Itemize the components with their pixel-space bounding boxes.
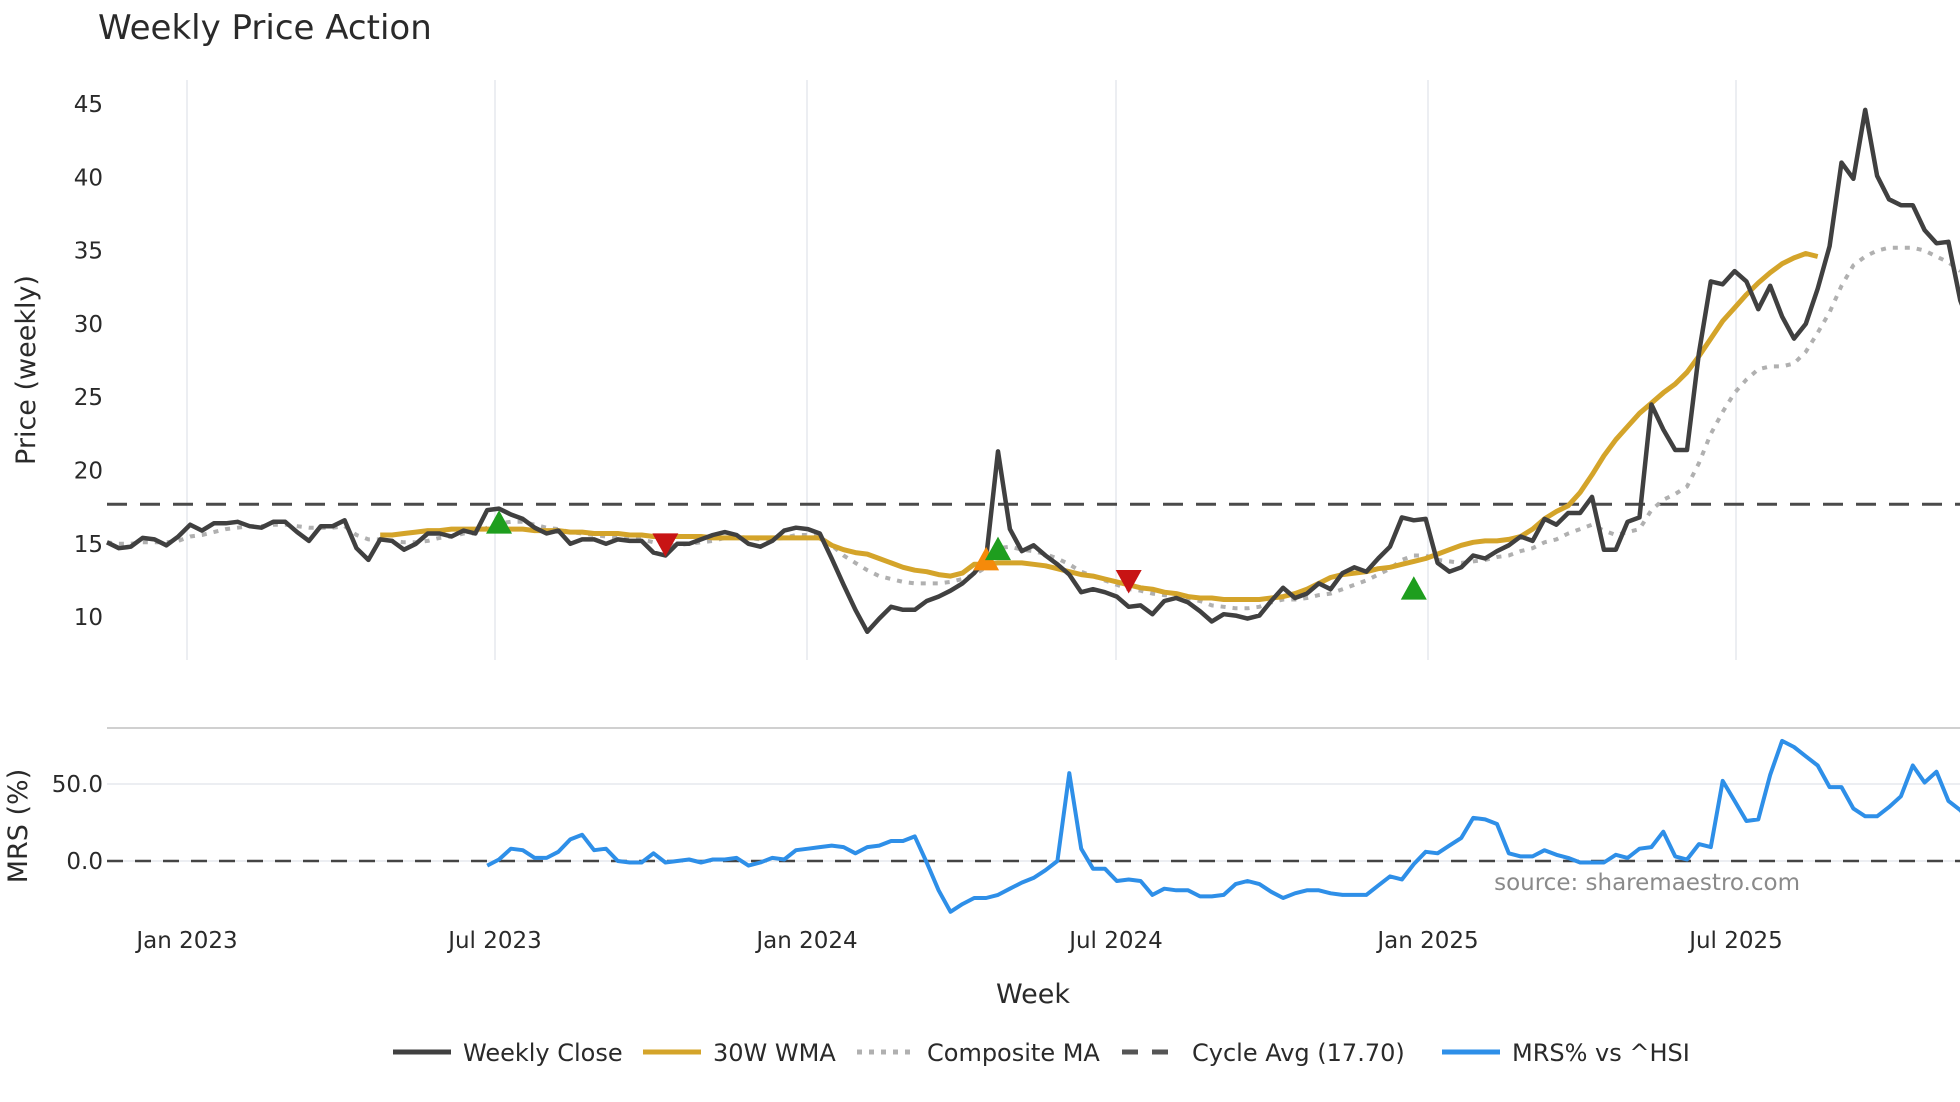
- buy-signal-triangle-up-icon: [486, 510, 513, 534]
- chart-title: Weekly Price Action: [98, 8, 432, 48]
- x-axis-label: Week: [996, 979, 1070, 1010]
- x-tick-label: Jan 2025: [1375, 928, 1478, 954]
- legend-label: Composite MA: [927, 1039, 1100, 1067]
- mrs-y-ticks: 0.0 50.0: [52, 772, 103, 875]
- mrs-y-tick: 0.0: [66, 849, 103, 875]
- price-y-tick: 20: [74, 459, 103, 485]
- sell-signal-triangle-down-icon: [652, 533, 679, 557]
- legend-label: Weekly Close: [463, 1039, 623, 1067]
- x-ticks: Jan 2023 Jul 2023 Jan 2024 Jul 2024 Jan 2025…: [134, 928, 1782, 954]
- x-tick-label: Jan 2024: [754, 928, 857, 954]
- legend-label: Cycle Avg (17.70): [1192, 1039, 1405, 1067]
- x-tick-label: Jul 2025: [1687, 928, 1783, 954]
- legend: Weekly Close 30W WMA Composite MA Cycle Avg…: [393, 1039, 1690, 1067]
- price-y-tick: 45: [74, 92, 103, 118]
- mrs-y-axis-label: MRS (%): [3, 769, 34, 884]
- sell-signal-triangle-down-icon: [1115, 570, 1142, 594]
- source-label: source: sharemaestro.com: [1494, 870, 1800, 896]
- grid-lines: [107, 80, 1960, 862]
- x-tick-label: Jul 2024: [1067, 928, 1163, 954]
- x-tick-label: Jul 2023: [446, 928, 542, 954]
- weekly-close-line: [106, 107, 1960, 635]
- price-y-ticks: 10 15 20 25 30 35 40 45: [74, 92, 103, 631]
- legend-label: 30W WMA: [713, 1039, 836, 1067]
- signal-markers: [486, 510, 1427, 600]
- buy-signal-triangle-up-icon: [1400, 576, 1427, 600]
- price-y-axis-label: Price (weekly): [11, 275, 42, 465]
- series-lines: [106, 107, 1960, 914]
- price-y-tick: 40: [74, 165, 103, 191]
- mrs-y-tick: 50.0: [52, 772, 103, 798]
- 30w-wma-line: [380, 251, 1819, 602]
- price-y-tick: 10: [74, 605, 103, 631]
- price-y-tick: 35: [74, 239, 103, 265]
- legend-label: MRS% vs ^HSI: [1512, 1039, 1690, 1067]
- price-y-tick: 15: [74, 532, 103, 558]
- buy-signal-triangle-up-icon: [985, 536, 1011, 561]
- price-y-tick: 30: [74, 312, 103, 338]
- price-y-tick: 25: [74, 385, 103, 411]
- composite-ma-line: [106, 245, 1960, 611]
- x-tick-label: Jan 2023: [134, 928, 237, 954]
- mrs-line: [486, 738, 1960, 914]
